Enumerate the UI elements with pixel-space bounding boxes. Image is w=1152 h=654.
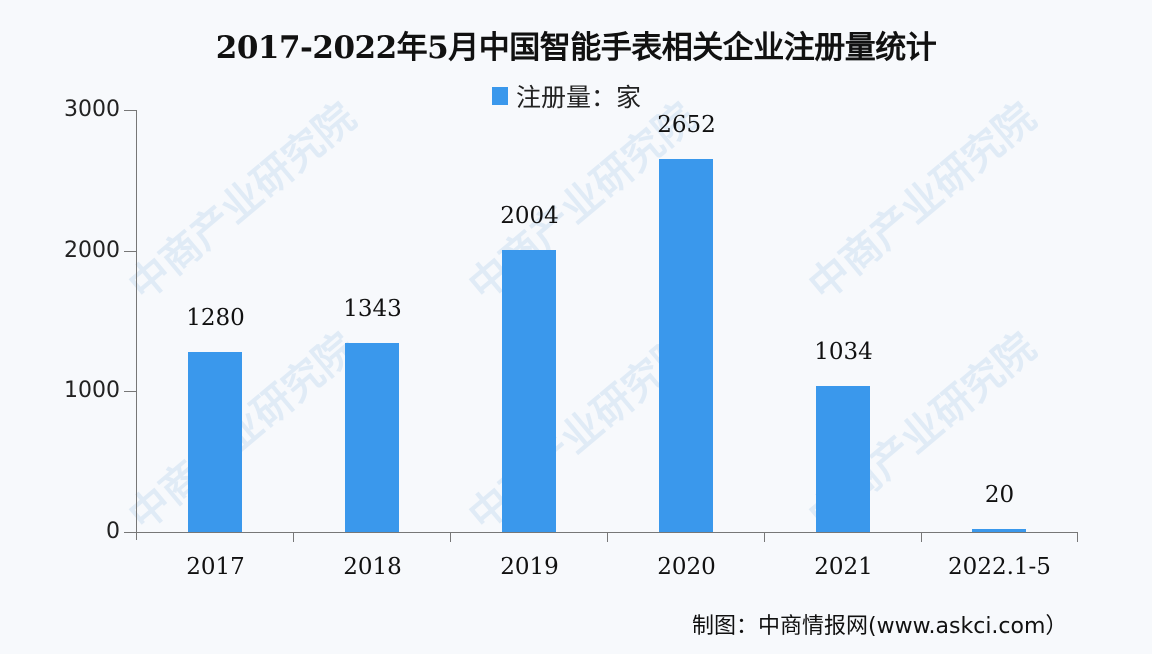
x-tick	[293, 532, 294, 542]
x-tick	[921, 532, 922, 542]
legend: 注册量：家	[492, 78, 641, 114]
y-tick	[124, 532, 136, 533]
source-note: 制图：中商情报网(www.askci.com）	[692, 614, 1068, 639]
bar-2018	[345, 343, 399, 532]
value-label: 1343	[343, 296, 402, 322]
y-tick	[124, 391, 136, 392]
watermark: 中商产业研究院	[120, 94, 365, 310]
y-tick-label: 1000	[64, 378, 120, 403]
x-tick-label: 2017	[186, 554, 245, 580]
y-tick-label: 2000	[64, 238, 120, 263]
y-tick-label: 3000	[64, 97, 120, 122]
watermark: 中商产业研究院	[800, 94, 1045, 310]
y-tick	[124, 110, 136, 111]
bar-2017	[188, 352, 242, 532]
x-tick-label: 2022.1-5	[948, 554, 1051, 580]
x-tick-label: 2019	[500, 554, 559, 580]
value-label: 1034	[814, 339, 873, 365]
x-tick-label: 2021	[814, 554, 873, 580]
value-label: 20	[984, 482, 1015, 508]
value-label: 2652	[657, 112, 716, 138]
x-tick-label: 2018	[343, 554, 402, 580]
x-tick	[450, 532, 451, 542]
bar-2022-1-5	[972, 529, 1026, 532]
legend-label: 注册量：家	[516, 83, 642, 112]
bar-2021	[816, 386, 870, 532]
legend-swatch	[492, 87, 508, 105]
bar-2019	[502, 250, 556, 532]
y-tick-label: 0	[106, 519, 120, 544]
value-label: 1280	[186, 305, 245, 331]
x-tick-label: 2020	[657, 554, 716, 580]
value-label: 2004	[500, 203, 559, 229]
x-tick	[607, 532, 608, 542]
x-tick	[764, 532, 765, 542]
y-tick	[124, 251, 136, 252]
y-axis	[136, 110, 137, 540]
x-tick	[1077, 532, 1078, 542]
bar-2020	[659, 159, 713, 532]
chart-title: 2017-2022年5月中国智能手表相关企业注册量统计	[215, 30, 937, 66]
